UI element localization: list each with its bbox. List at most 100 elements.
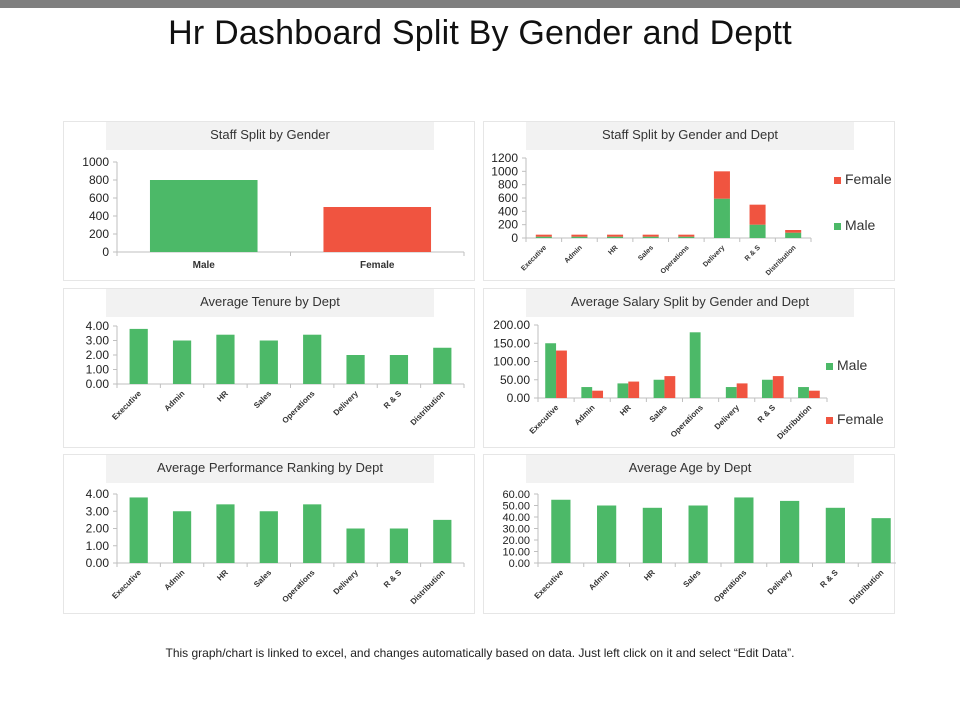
chart-panel-staff-by-gender-dept[interactable]: Staff Split by Gender and Dept 0 200 400 60…	[483, 121, 895, 281]
y-tick-label: 50.00	[500, 373, 530, 387]
bar-operations	[303, 334, 322, 384]
y-tick-label: 4.00	[86, 319, 110, 333]
y-tick-label: 0.00	[507, 391, 531, 405]
legend-label-male: Male	[837, 357, 868, 373]
y-tick-label: 4.00	[86, 487, 110, 501]
bar-male-r-s	[749, 224, 766, 238]
y-tick-label: 200	[498, 218, 518, 232]
bar-female-executive	[535, 234, 552, 237]
x-category-label: Sales	[681, 568, 703, 590]
chart-panel-average-tenure[interactable]: Average Tenure by Dept 0.00 1.00 2.00 3.00 4…	[63, 288, 475, 448]
x-category-label: Delivery	[702, 244, 726, 268]
bar-r-s	[389, 528, 409, 563]
average-salary-chart: 0.00 50.00 100.00 150.00 200.00 Executive Admi…	[493, 318, 884, 441]
x-category-label: Operations	[669, 403, 706, 440]
bar-male-sales	[653, 379, 665, 398]
x-category-label: Operations	[280, 568, 317, 605]
x-category-label: Delivery	[332, 568, 361, 597]
x-category-label: Distribution	[847, 568, 885, 606]
bar-sales	[259, 511, 278, 563]
y-tick-label: 800	[89, 173, 109, 187]
bar-admin	[597, 505, 617, 563]
y-tick-label: 1.00	[86, 363, 110, 377]
chart-title: Average Salary Split by Gender and Dept	[526, 289, 854, 317]
y-tick-label: 0	[511, 231, 518, 245]
y-tick-label: 0.00	[86, 556, 110, 570]
chart-title: Staff Split by Gender and Dept	[526, 122, 854, 150]
y-tick-label: 20.00	[502, 535, 530, 547]
y-tick-label: 50.00	[502, 501, 530, 513]
bar-admin	[172, 511, 192, 563]
bar-operations	[303, 504, 322, 563]
legend-swatch-female	[826, 417, 833, 424]
x-category-label: Delivery	[766, 568, 795, 597]
bar-male-delivery	[713, 198, 730, 238]
y-tick-label: 400	[89, 209, 109, 223]
bar-male-r-s	[761, 379, 773, 398]
y-tick-label: 40.00	[502, 512, 530, 524]
bar-female	[323, 207, 432, 252]
x-category-label: R & S	[382, 568, 404, 590]
x-category-label: R & S	[744, 244, 762, 262]
y-tick-label: 60.00	[502, 489, 530, 501]
bar-delivery	[346, 355, 365, 384]
bar-male-distribution	[798, 387, 809, 398]
x-category-label: R & S	[756, 403, 778, 425]
staff-by-gender-chart: 0 200 400 600 800 1000 Male Female	[82, 155, 465, 271]
x-category-label: Executive	[520, 244, 548, 272]
x-category-label: Sales	[637, 244, 655, 262]
bar-male-delivery	[725, 387, 737, 398]
bar-female-r-s	[749, 204, 766, 225]
y-tick-label: 2.00	[86, 348, 110, 362]
x-category-label: Operations	[280, 389, 317, 426]
bar-female-distribution	[808, 390, 820, 398]
chart-title: Staff Split by Gender	[106, 122, 434, 150]
chart-panel-average-salary[interactable]: Average Salary Split by Gender and Dept …	[483, 288, 895, 448]
x-category-label: Delivery	[332, 389, 361, 418]
bar-male-executive	[545, 343, 557, 398]
bar-sales	[688, 505, 708, 563]
bar-male-operations	[689, 332, 701, 398]
legend-swatch-female	[834, 177, 841, 184]
x-category-label: HR	[618, 403, 633, 418]
bar-male-distribution	[785, 232, 802, 238]
x-category-label: Male	[193, 260, 216, 271]
x-category-label: Distribution	[765, 244, 798, 277]
chart-panel-average-age[interactable]: Average Age by Dept 0.00 10.00 20.00 30.00 4…	[483, 454, 896, 614]
x-category-label: HR	[607, 244, 619, 256]
chart-panel-staff-by-gender[interactable]: Staff Split by Gender 0 200 400 600 800 1000 M…	[63, 121, 475, 281]
chart-panel-average-performance[interactable]: Average Performance Ranking by Dept 0.00…	[63, 454, 475, 614]
bar-male-operations	[678, 236, 695, 238]
y-tick-label: 1000	[82, 155, 109, 169]
x-category-label: Distribution	[409, 568, 447, 606]
x-category-label: HR	[215, 389, 230, 404]
bar-delivery	[780, 500, 800, 563]
footnote: This graph/chart is linked to excel, and…	[165, 646, 795, 660]
bar-admin	[172, 340, 192, 384]
x-category-label: Distribution	[775, 403, 813, 441]
x-category-label: Operations	[712, 568, 749, 605]
bar-delivery	[346, 528, 365, 563]
chart-title: Average Age by Dept	[526, 455, 854, 483]
bar-male-executive	[535, 236, 552, 238]
bar-female-hr	[628, 381, 640, 398]
y-tick-label: 3.00	[86, 504, 110, 518]
bar-male-admin	[581, 387, 593, 398]
bar-distribution	[433, 347, 452, 384]
x-category-label: Admin	[163, 568, 187, 592]
bar-female-distribution	[785, 230, 802, 233]
bar-female-r-s	[772, 376, 784, 398]
y-tick-label: 1000	[491, 164, 518, 178]
bar-r-s	[389, 355, 409, 384]
legend-swatch-male	[826, 363, 833, 370]
y-tick-label: 150.00	[493, 336, 530, 350]
x-category-label: Executive	[110, 389, 143, 422]
average-performance-chart: 0.00 1.00 2.00 3.00 4.00 Executive Admin HR Sale…	[86, 487, 465, 606]
bar-female-sales	[642, 234, 659, 237]
x-category-label: R & S	[818, 568, 840, 590]
x-category-label: HR	[642, 568, 657, 583]
bar-distribution	[871, 518, 891, 563]
x-category-label: Executive	[528, 403, 561, 436]
bar-executive	[551, 499, 571, 563]
